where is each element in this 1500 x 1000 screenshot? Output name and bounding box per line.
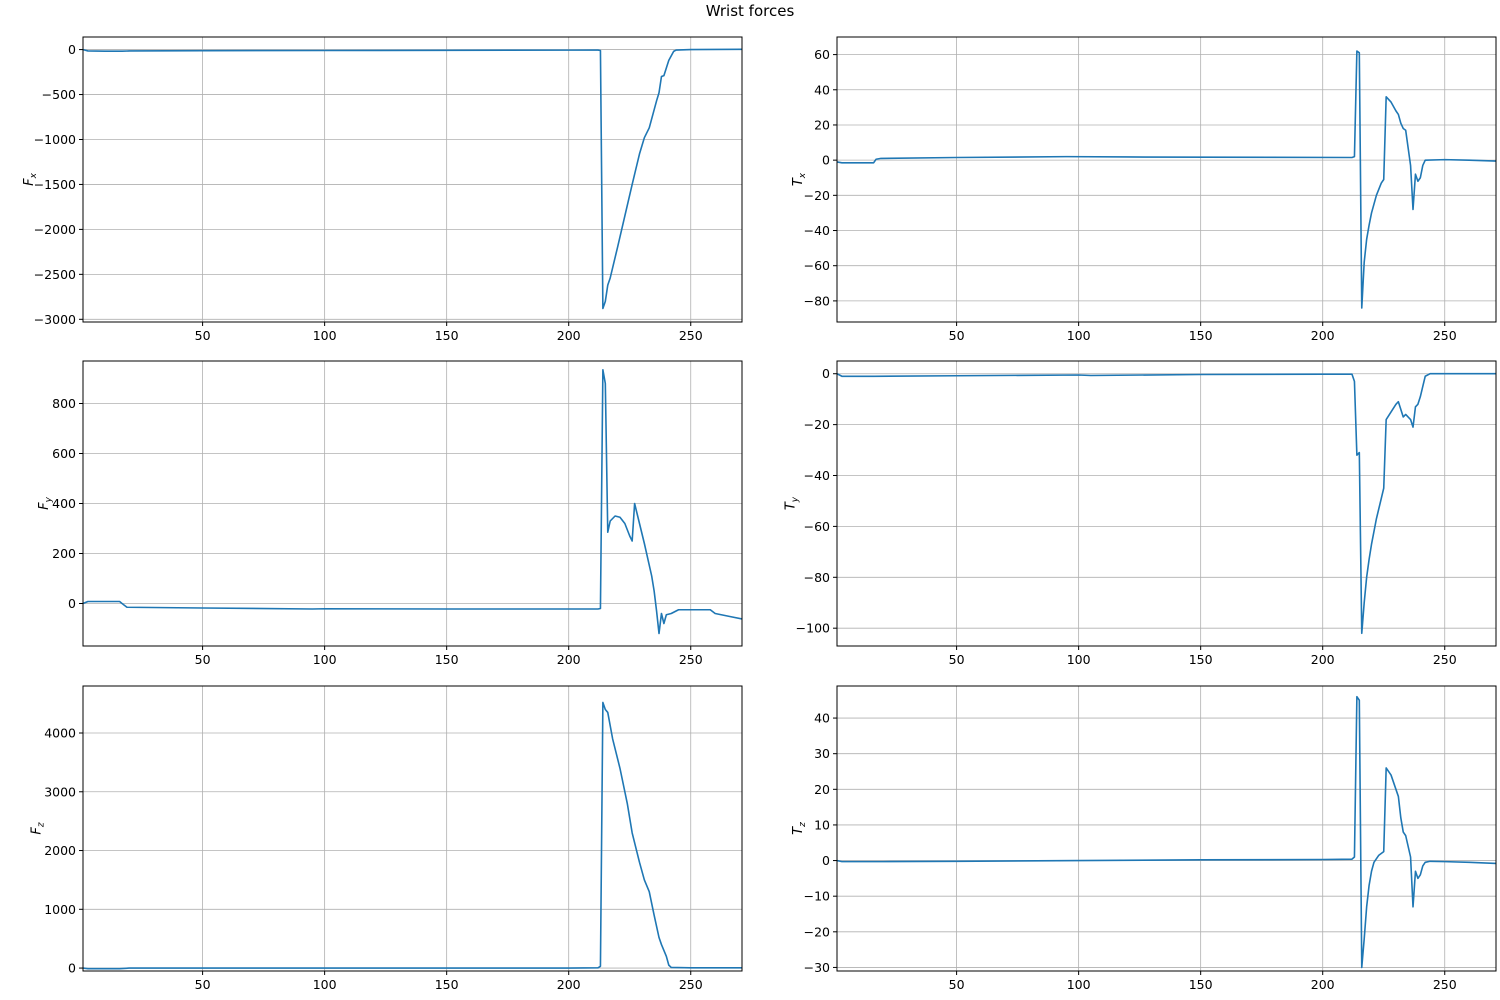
y-axis-label: Fx [22, 172, 39, 185]
y-tick-label: 1000 [44, 902, 76, 917]
series-line [83, 701, 742, 970]
y-tick-label: −60 [804, 258, 830, 273]
y-tick-label: −10 [804, 889, 830, 904]
axes-frame [836, 36, 1497, 323]
y-tick-label: −20 [804, 924, 830, 939]
y-tick-label: 0 [822, 153, 830, 168]
y-tick-label: 0 [68, 42, 76, 57]
x-tick-label: 250 [679, 652, 703, 667]
y-tick-label: 20 [814, 117, 830, 132]
x-tick-label: 100 [1067, 977, 1091, 992]
y-tick-label: −100 [796, 621, 830, 636]
series-line [83, 48, 742, 310]
y-tick-label: −60 [804, 519, 830, 534]
x-tick-label: 200 [1311, 652, 1335, 667]
y-tick-label: 3000 [44, 784, 76, 799]
series-line [83, 368, 742, 635]
y-tick-label: −40 [804, 223, 830, 238]
x-tick-label: 150 [435, 977, 459, 992]
y-tick-label: −80 [804, 570, 830, 585]
y-tick-label: −20 [804, 417, 830, 432]
axes-frame [836, 685, 1497, 972]
x-tick-label: 100 [313, 652, 337, 667]
y-tick-label: −20 [804, 188, 830, 203]
x-tick-label: 50 [949, 328, 965, 343]
x-tick-label: 50 [949, 977, 965, 992]
x-tick-label: 150 [435, 328, 459, 343]
x-tick-label: 50 [949, 652, 965, 667]
axes-frame [82, 36, 743, 323]
x-tick-label: 250 [679, 977, 703, 992]
x-tick-label: 150 [435, 652, 459, 667]
x-tick-label: 250 [679, 328, 703, 343]
x-tick-label: 250 [1433, 977, 1457, 992]
x-tick-label: 50 [195, 328, 211, 343]
x-tick-label: 100 [1067, 652, 1091, 667]
y-tick-label: 0 [68, 961, 76, 976]
y-tick-label: 0 [822, 853, 830, 868]
x-tick-label: 50 [195, 652, 211, 667]
y-tick-label: 30 [814, 746, 830, 761]
y-axis-label: Fz [30, 822, 47, 834]
figure-title: Wrist forces [705, 2, 795, 20]
y-tick-label: 0 [822, 366, 830, 381]
y-tick-label: 4000 [44, 726, 76, 741]
x-tick-label: 250 [1433, 652, 1457, 667]
y-tick-label: −3000 [34, 312, 76, 327]
y-tick-label: −1000 [34, 132, 76, 147]
y-axis-label: Tx [791, 172, 808, 186]
axes-frame [82, 685, 743, 972]
y-tick-label: 20 [814, 782, 830, 797]
y-tick-label: 400 [52, 496, 76, 511]
y-tick-label: −1500 [34, 177, 76, 192]
y-tick-label: −80 [804, 293, 830, 308]
y-tick-label: 40 [814, 711, 830, 726]
x-tick-label: 100 [313, 977, 337, 992]
y-tick-label: 2000 [44, 843, 76, 858]
y-axis-label: Ty [784, 496, 801, 510]
series-line [837, 372, 1496, 635]
x-tick-label: 150 [1189, 977, 1213, 992]
subplot-3: 50 100 150 200 250 800 600 400 200 0 Fy [37, 360, 743, 667]
x-tick-label: 200 [1311, 977, 1335, 992]
y-tick-label: 200 [52, 546, 76, 561]
x-tick-label: 150 [1189, 652, 1213, 667]
x-tick-label: 50 [195, 977, 211, 992]
series-line [837, 50, 1496, 309]
y-tick-label: 800 [52, 396, 76, 411]
x-tick-label: 250 [1433, 328, 1457, 343]
x-tick-label: 200 [557, 977, 581, 992]
x-tick-label: 200 [557, 328, 581, 343]
series-line [837, 695, 1496, 969]
y-axis-label: Fy [37, 496, 54, 509]
y-tick-label: −2000 [34, 222, 76, 237]
y-tick-label: −30 [804, 960, 830, 975]
y-tick-label: 10 [814, 817, 830, 832]
x-tick-label: 100 [313, 328, 337, 343]
x-tick-label: 150 [1189, 328, 1213, 343]
subplot-4: 50 100 150 200 250 0 −20 −40 −60 −80 −100 Ty [784, 360, 1497, 667]
y-axis-label: Tz [791, 822, 808, 835]
y-tick-label: 600 [52, 446, 76, 461]
x-tick-label: 200 [557, 652, 581, 667]
y-tick-label: 60 [814, 47, 830, 62]
y-tick-label: 40 [814, 82, 830, 97]
axes-frame [836, 360, 1497, 647]
x-tick-label: 100 [1067, 328, 1091, 343]
y-tick-label: −40 [804, 468, 830, 483]
y-tick-label: −2500 [34, 267, 76, 282]
y-tick-label: −500 [42, 87, 76, 102]
x-tick-label: 200 [1311, 328, 1335, 343]
subplot-5: 50 100 150 200 250 4000 3000 2000 1000 0 Fz [30, 685, 743, 992]
subplot-1: 50 100 150 200 250 0 −500 −1000 −1500 −2000 −2500 −… [22, 36, 743, 343]
y-tick-label: 0 [68, 596, 76, 611]
